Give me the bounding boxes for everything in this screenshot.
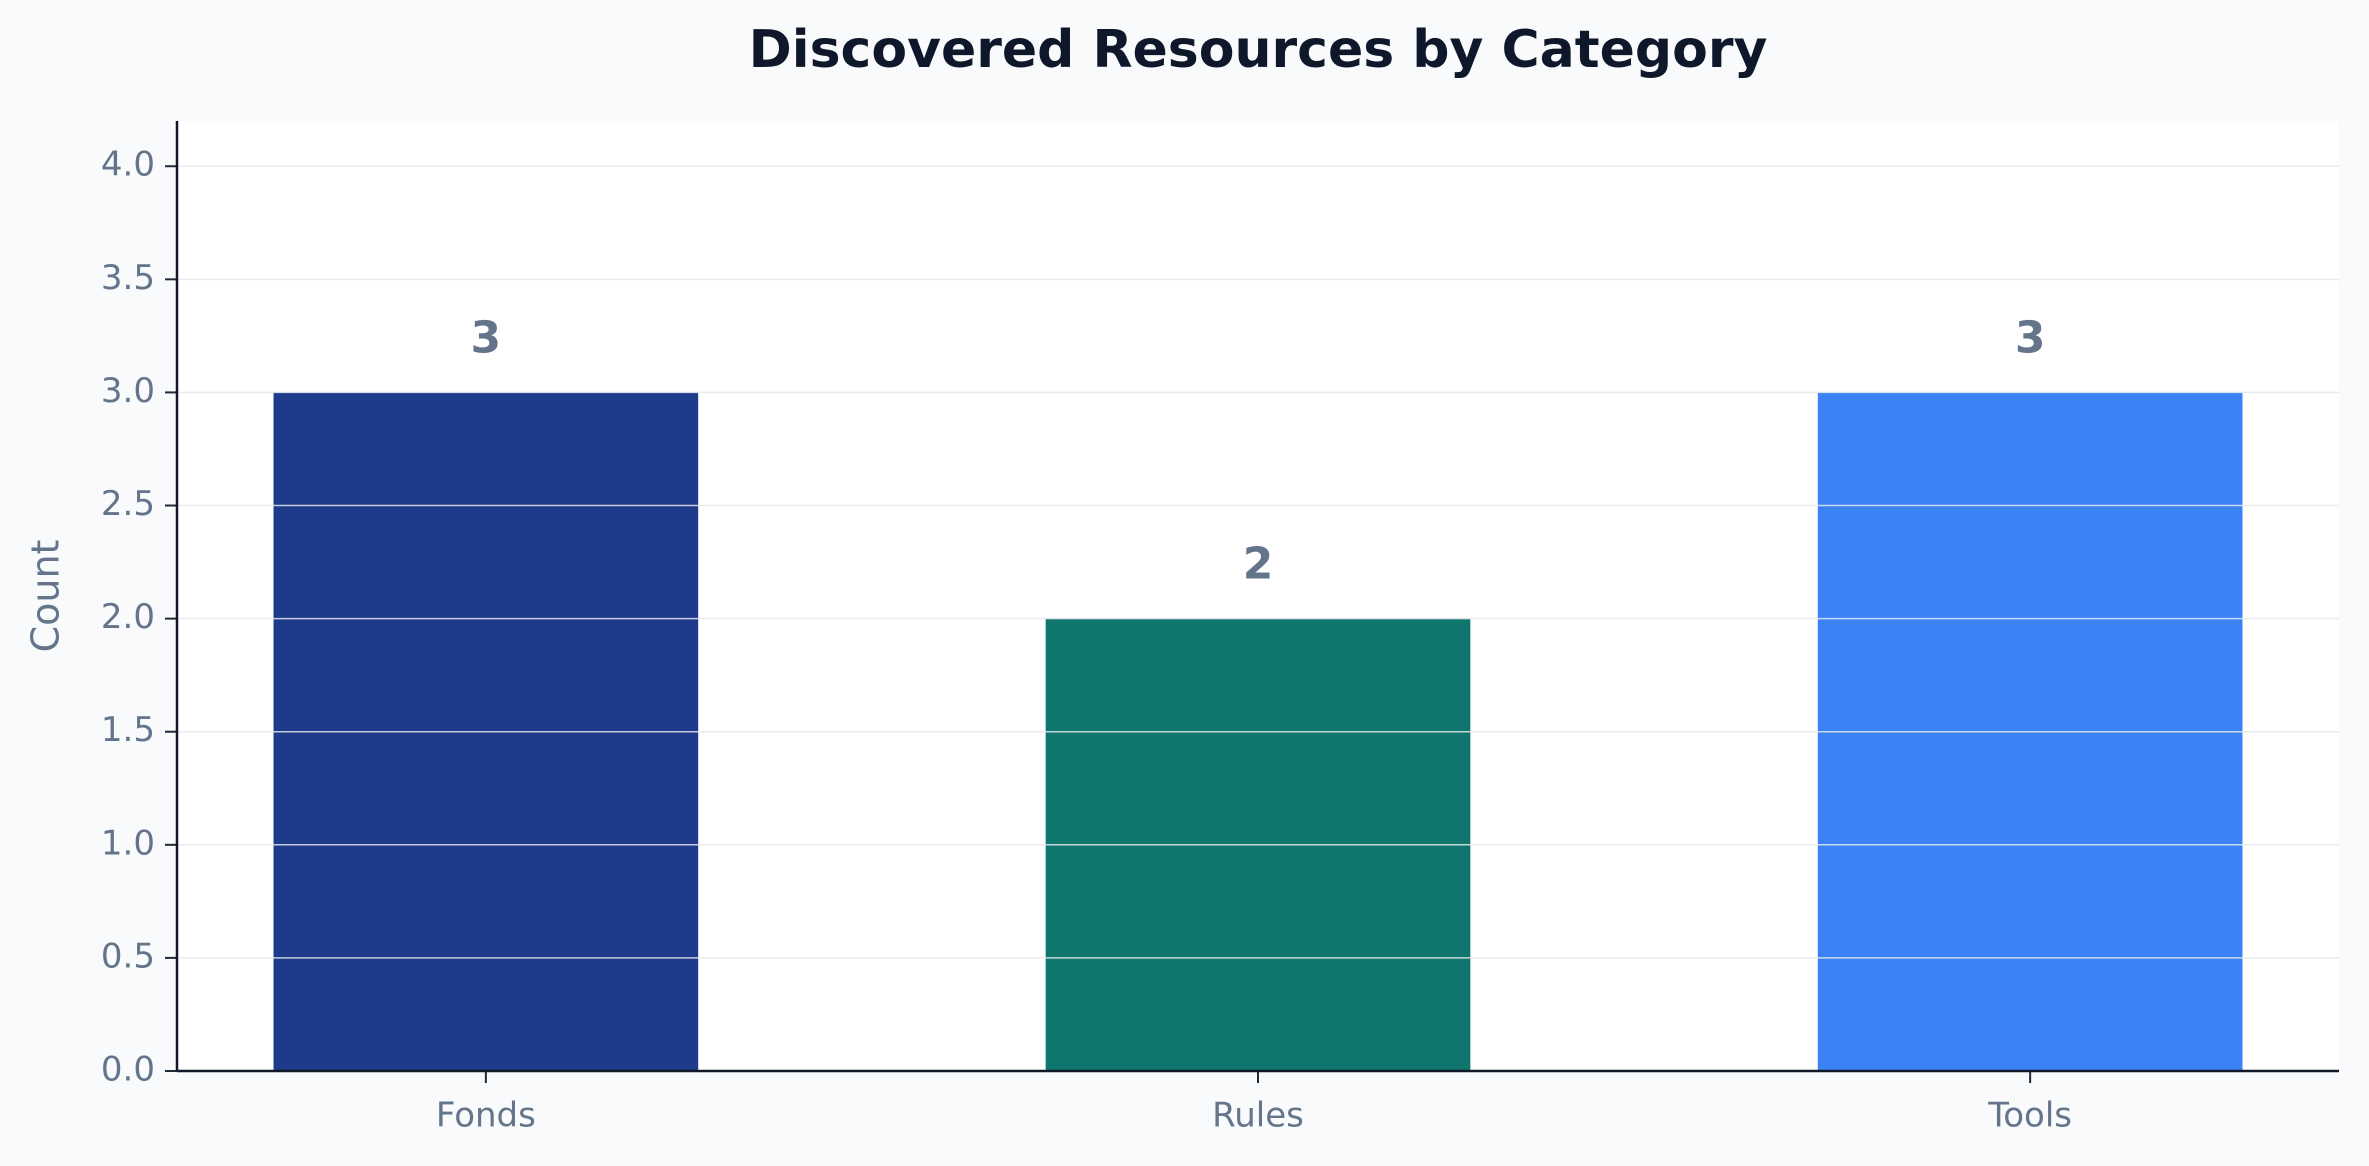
x-tick-label: Fonds [436, 1096, 536, 1136]
y-tick-label: 3.0 [101, 371, 155, 411]
y-tick-label: 3.5 [101, 258, 155, 298]
y-tick-label: 4.0 [101, 145, 155, 185]
value-label: 3 [471, 312, 502, 363]
y-tick-label: 2.5 [101, 484, 155, 524]
y-tick-label: 0.5 [101, 936, 155, 976]
y-axis-label: Count [24, 540, 68, 653]
y-tick-label: 2.0 [101, 597, 155, 637]
chart-title: Discovered Resources by Category [749, 20, 1768, 80]
value-label: 3 [2015, 312, 2046, 363]
y-tick-label: 1.0 [101, 823, 155, 863]
value-label: 2 [1243, 539, 1274, 590]
y-tick-label: 1.5 [101, 710, 155, 750]
y-tick-label: 0.0 [101, 1050, 155, 1090]
x-tick-label: Rules [1212, 1096, 1304, 1136]
x-tick-label: Tools [1987, 1096, 2072, 1136]
